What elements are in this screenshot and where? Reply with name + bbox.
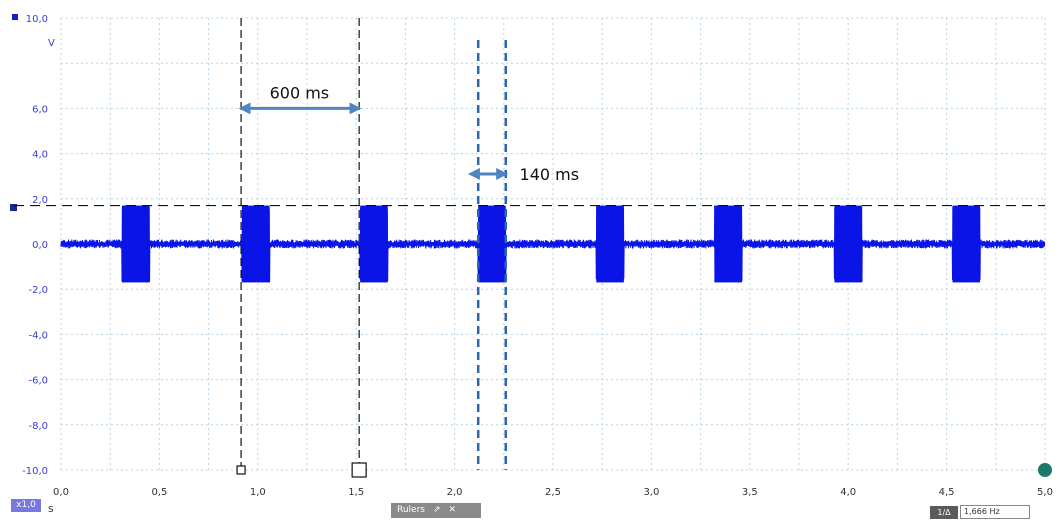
signal-burst [834,205,862,283]
measure-label: 140 ms [520,165,580,184]
y-tick-label: -2,0 [28,285,48,296]
signal-burst [122,205,150,283]
y-tick-label: 4,0 [32,150,48,161]
signal-burst [478,205,506,283]
zoom-badge[interactable]: x1,0 [11,499,41,512]
y-axis-labels: 10,0 6,0 4,0 2,0 0,0 -2,0 -4,0 -6,0 -8,0 -10,0 [22,14,48,477]
y-tick-label: 2,0 [32,195,48,206]
x-tick-label: 2,5 [545,487,561,498]
x-tick-label: 1,5 [348,487,364,498]
x-axis-unit: s [48,502,54,515]
y-tick-label: 10,0 [26,14,48,25]
channel-marker-icon[interactable] [12,14,18,20]
x-tick-label: 3,5 [742,487,758,498]
inverse-delta-button[interactable]: 1/Δ [930,505,958,519]
x-tick-label: 4,5 [939,487,955,498]
rulers-panel-tab[interactable]: Rulers ⇗ ✕ [391,503,481,518]
x-tick-label: 0,0 [53,487,69,498]
trigger-point-icon[interactable] [1038,463,1052,477]
annotations: 600 ms 140 ms [238,84,580,184]
signal-burst [242,205,270,283]
signal-burst [714,205,742,283]
x-tick-label: 5,0 [1037,487,1053,498]
frequency-readout: 1/Δ 1,666 Hz [930,505,1030,519]
signal-burst [596,205,624,283]
y-tick-label: -8,0 [28,421,48,432]
signal-path [60,205,1046,283]
signal-burst [952,205,981,283]
y-axis-unit: V [48,38,55,49]
trigger-marker-icon[interactable] [10,204,17,211]
y-tick-label: 0,0 [32,240,48,251]
signal-trace [60,205,1046,283]
frequency-value: 1,666 Hz [960,505,1030,519]
signal-burst [360,205,388,283]
x-tick-label: 2,0 [447,487,463,498]
y-tick-label: -6,0 [28,376,48,387]
x-tick-label: 3,0 [643,487,659,498]
x-axis-labels: 0,0 0,5 1,0 1,5 2,0 2,5 3,0 3,5 4,0 4,5 5,0 [53,487,1053,498]
rulers-tab-label: Rulers [397,505,425,515]
x-tick-label: 1,0 [250,487,266,498]
y-tick-label: 6,0 [32,104,48,115]
ruler-handle [351,462,367,478]
measure-label: 600 ms [270,84,330,103]
pin-icon[interactable]: ⇗ [432,505,441,515]
y-tick-label: -4,0 [28,330,48,341]
close-icon[interactable]: ✕ [448,505,457,515]
ruler-handle [236,465,246,475]
x-tick-label: 4,0 [840,487,856,498]
time-rulers[interactable] [236,18,508,478]
y-tick-label: -10,0 [22,466,48,477]
x-tick-label: 0,5 [151,487,167,498]
